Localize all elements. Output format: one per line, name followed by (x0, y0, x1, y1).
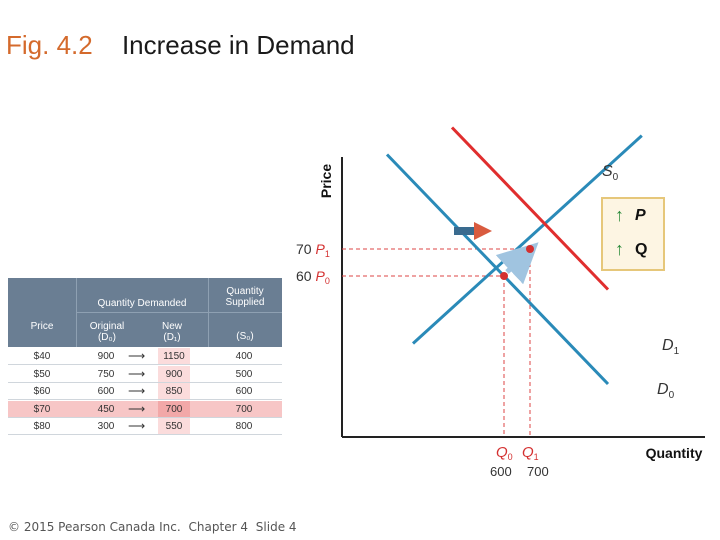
figure-label: Fig. 4.2 (6, 30, 93, 60)
x-annotation-label-700: Q1 (522, 444, 539, 462)
row-arrow-icon: ⟶ (128, 384, 146, 399)
series-s0-label: S0 (602, 163, 619, 183)
supplied-column-header: (S₀) (236, 331, 254, 342)
new-column-highlight (158, 383, 190, 401)
demand-shift-arrow-head (474, 222, 492, 240)
series-s0-line (411, 134, 643, 345)
new-column-highlight (158, 348, 190, 365)
x-annotation-value-600: 600 (490, 464, 512, 479)
original-cell: 750 (97, 368, 115, 380)
row-divider (8, 381, 282, 383)
supplied-cell: 700 (235, 403, 253, 415)
header-divider (76, 312, 282, 313)
supplied-cell: 400 (235, 351, 253, 362)
legend-price-label: P (635, 207, 646, 224)
footer-copyright: © 2015 Pearson Canada Inc. (8, 520, 181, 534)
price-up-arrow-icon: ↑ (615, 205, 624, 225)
price-cell: $70 (33, 403, 51, 415)
row-arrow-icon: ⟶ (128, 401, 146, 416)
row-divider (8, 416, 282, 418)
supplied-cell: 600 (235, 386, 253, 398)
new-cell: 900 (165, 368, 183, 380)
price-cell: $80 (33, 421, 51, 433)
new-column-highlight (158, 365, 190, 383)
supplied-cell: 500 (235, 368, 253, 380)
table-row: $60 600 850 600 ⟶ (8, 383, 282, 401)
row-divider (8, 364, 282, 365)
new-header-line1: New (161, 321, 182, 332)
original-header-line2: (D₀) (97, 332, 117, 343)
quantity-up-arrow-icon: ↑ (615, 239, 624, 259)
title-text: Increase in Demand (121, 30, 355, 60)
chart-axes (341, 157, 705, 438)
price-cell: $50 (33, 368, 51, 380)
x-annotation-value-700: 700 (527, 464, 549, 479)
y-axis-label: Price (318, 164, 334, 198)
equilibrium-point-e0 (500, 272, 508, 280)
chart-points (500, 245, 534, 280)
row-divider (8, 434, 282, 436)
legend-quantity-label: Q (635, 241, 648, 258)
original-cell: 300 (97, 421, 115, 433)
original-cell: 600 (97, 386, 115, 398)
table-header: Quantity Supplied Quantity Demanded Pric… (8, 278, 282, 347)
series-d0-label: D0 (657, 381, 675, 401)
supplied-header-line1: Quantity (226, 286, 264, 297)
chart-labels: Price Quantity S0 D0 D1 70 P1 60 P0 Q0 600 Q1 700 (296, 163, 703, 479)
slide-footer: © 2015 Pearson Canada Inc. Chapter 4 Sli… (8, 520, 301, 534)
footer-chapter: Chapter 4 (188, 520, 248, 534)
effect-legend: ↑ P ↑ Q (601, 197, 665, 271)
series-d0-line (385, 153, 610, 386)
y-annotation-70: 70 P1 (296, 241, 330, 259)
original-cell: 900 (97, 351, 115, 362)
equilibrium-move-arrow (495, 242, 539, 285)
new-column-highlight (158, 418, 190, 436)
supplied-group-header: Quantity Supplied (208, 286, 282, 308)
series-d1-label: D1 (662, 337, 680, 357)
demand-shift-arrow-body (454, 227, 476, 235)
demanded-group-header: Quantity Demanded (97, 298, 187, 309)
new-cell: 550 (165, 421, 183, 433)
series-d1-line (450, 126, 610, 291)
x-annotation-label-600: Q0 (496, 444, 513, 462)
y-annotation-60: 60 P0 (296, 268, 330, 286)
new-cell: 1150 (163, 351, 185, 362)
supplied-header-line2: Supplied (225, 297, 265, 308)
slide-title: Fig. 4.2 Increase in Demand (6, 30, 355, 61)
table-row: $50 750 900 500 ⟶ (8, 365, 282, 383)
x-axis-label: Quantity (646, 445, 703, 461)
new-column-header: New (D₁) (158, 321, 186, 343)
chart-shift-arrows (454, 222, 539, 285)
row-divider (8, 399, 282, 401)
row-arrow-icon: ⟶ (128, 349, 146, 363)
new-header-line2: (D₁) (163, 332, 181, 343)
new-column-highlight (158, 400, 190, 418)
table-row: $70 450 700 700 ⟶ (8, 400, 282, 418)
price-cell: $40 (33, 351, 51, 362)
table-row: $40 900 1150 400 ⟶ (8, 348, 282, 365)
price-cell: $60 (33, 386, 51, 398)
new-cell: 700 (165, 403, 183, 415)
new-cell: 850 (165, 386, 183, 398)
row-arrow-icon: ⟶ (128, 419, 146, 434)
row-arrow-icon: ⟶ (128, 366, 146, 381)
table-row: $80 300 550 800 ⟶ (8, 418, 282, 436)
original-cell: 450 (97, 403, 115, 415)
price-column-header: Price (30, 321, 54, 332)
equilibrium-point-e1 (526, 245, 534, 253)
supplied-cell: 800 (235, 421, 253, 433)
demand-schedule-table: Quantity Supplied Quantity Demanded Pric… (8, 278, 282, 437)
footer-slide: Slide 4 (255, 520, 297, 534)
original-header-line1: Original (89, 321, 125, 332)
original-column-header: Original (D₀) (76, 321, 138, 343)
